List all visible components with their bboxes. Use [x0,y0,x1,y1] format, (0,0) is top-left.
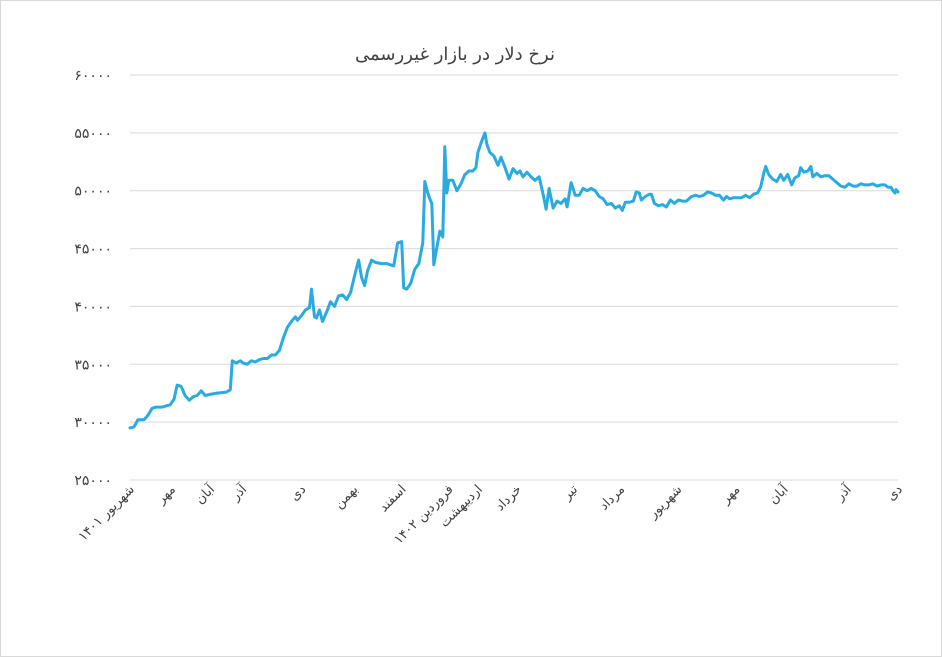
y-tick-label: ۵۰۰۰۰ [74,184,112,200]
x-tick-label: آذر [831,480,856,505]
y-tick-label: ۴۰۰۰۰ [74,299,112,315]
x-tick-label: خرداد [493,482,525,514]
x-tick-label: مرداد [597,482,628,513]
x-tick-label: بهمن [332,482,362,512]
x-tick-label: شهریور ۱۴۰۱ [76,482,138,544]
series-layer [128,131,900,430]
y-tick-label: ۳۰۰۰۰ [74,415,112,431]
y-tick-label: ۵۵۰۰۰ [74,126,112,142]
x-tick-label: تیر [559,482,581,504]
series-line [128,131,900,430]
x-axis-ticks: شهریور ۱۴۰۱ مهر آبان آذر دی بهمن اسفندفروردین … [76,480,906,548]
y-tick-label: ۶۰۰۰۰ [74,68,112,84]
x-tick-label: آبان [765,480,793,508]
chart-title: نرخ دلار در بازار غیررسمی [355,44,555,65]
x-tick-label: مهر [718,482,744,508]
x-tick-label: دی [884,482,906,504]
y-axis-ticks: ۲۵۰۰۰ ۳۰۰۰۰ ۳۵۰۰۰ ۴۰۰۰۰ ۴۵۰۰۰ ۵۰۰۰۰ ۵۵۰۰۰ ۶۰۰۰۰ [74,68,112,489]
x-tick-label: دی [287,482,309,504]
grid-lines [130,74,898,481]
x-tick-label: شهریور [645,482,685,522]
x-tick-label: اسفند [376,482,409,515]
y-tick-label: ۴۵۰۰۰ [74,242,112,258]
x-tick-label: آذر [226,480,251,505]
x-tick-label: آبان [191,480,219,508]
y-tick-label: ۲۵۰۰۰ [74,473,112,489]
y-tick-label: ۳۵۰۰۰ [74,357,112,373]
x-tick-label: مهر [153,482,179,508]
